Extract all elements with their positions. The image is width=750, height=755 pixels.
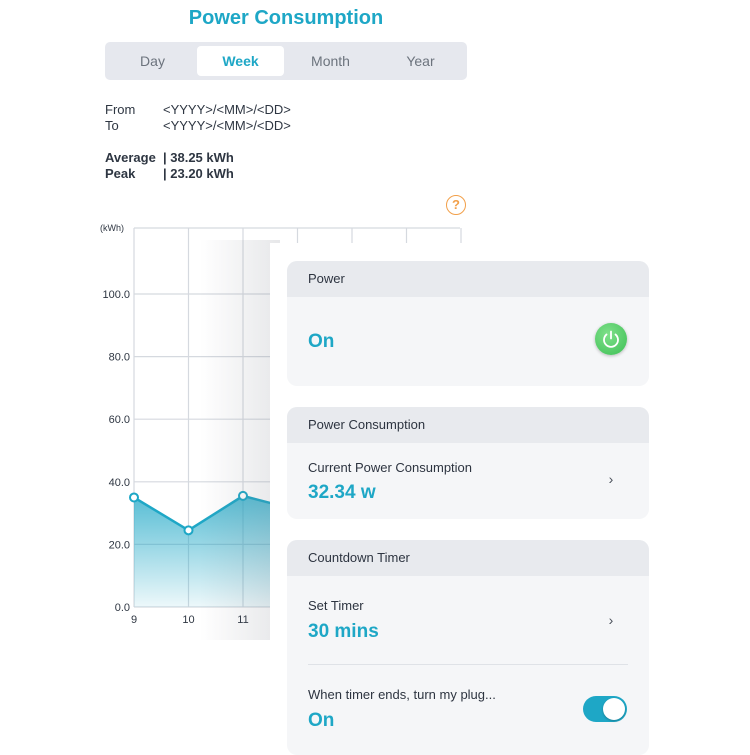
x-axis: 9 10 11 [131, 614, 249, 626]
y-tick-label: 60.0 [109, 414, 130, 426]
timer-card-header: Countdown Timer [287, 540, 649, 576]
question-circle-icon[interactable]: ? [446, 195, 466, 215]
from-value: <YYYY>/<MM>/<DD> [163, 102, 291, 117]
y-axis: 0.0 20.0 40.0 60.0 80.0 100.0 [102, 289, 130, 614]
to-label: To [105, 118, 119, 133]
peak-value: | 23.20 kWh [163, 166, 234, 181]
toggle-knob [603, 698, 625, 720]
tab-week[interactable]: Week [197, 46, 284, 76]
power-card-header: Power [287, 261, 649, 297]
timer-card: Countdown Timer Set Timer 30 mins › When… [287, 540, 649, 755]
tab-month[interactable]: Month [311, 53, 350, 69]
consumption-label: Current Power Consumption [308, 460, 473, 475]
power-icon[interactable] [595, 323, 627, 355]
tab-day[interactable]: Day [140, 53, 165, 69]
peak-label: Peak [105, 166, 136, 181]
data-points [129, 490, 248, 536]
y-axis-label: (kWh) [100, 223, 124, 233]
y-tick-label: 100.0 [102, 289, 130, 301]
x-tick-label: 9 [131, 614, 137, 626]
y-tick-label: 80.0 [109, 352, 130, 364]
timer-end-value: On [308, 710, 335, 731]
tab-year[interactable]: Year [406, 53, 435, 69]
power-state: On [308, 331, 335, 352]
timer-end-toggle[interactable] [583, 696, 627, 722]
consumption-line [133, 494, 274, 532]
y-tick-label: 0.0 [115, 602, 130, 614]
data-point [238, 490, 248, 501]
consumption-card-header: Power Consumption [287, 407, 649, 443]
set-timer-row[interactable]: Set Timer 30 mins › [287, 576, 649, 664]
device-panel: Power On Power Consumption Current Power… [270, 243, 666, 755]
consumption-area [134, 495, 273, 607]
date-range: From <YYYY>/<MM>/<DD> To <YYYY>/<MM>/<DD… [88, 102, 484, 142]
y-tick-label: 40.0 [109, 477, 130, 489]
y-tick-label: 20.0 [109, 539, 130, 551]
from-label: From [105, 102, 136, 117]
panel-shadow [200, 240, 280, 640]
average-value: | 38.25 kWh [163, 150, 234, 165]
chevron-right-icon[interactable]: › [608, 471, 614, 487]
x-tick-label: 11 [237, 614, 248, 626]
power-card: Power On [287, 261, 649, 386]
consumption-card[interactable]: Power Consumption Current Power Consumpt… [287, 407, 649, 519]
set-timer-value: 30 mins [308, 621, 379, 642]
average-label: Average [105, 150, 156, 165]
to-value: <YYYY>/<MM>/<DD> [163, 118, 291, 133]
page-title: Power Consumption [188, 7, 384, 29]
timer-end-label: When timer ends, turn my plug... [308, 687, 496, 702]
chevron-right-icon[interactable]: › [608, 612, 614, 628]
x-tick-label: 10 [182, 614, 194, 626]
usage-stats: Average | 38.25 kWh Peak | 23.20 kWh [88, 150, 484, 190]
period-tabs: Day Week Month Year [105, 42, 467, 80]
divider [308, 664, 628, 665]
data-point [129, 492, 139, 503]
set-timer-label: Set Timer [308, 598, 364, 613]
data-point [183, 525, 194, 536]
consumption-value: 32.34 w [308, 482, 376, 503]
